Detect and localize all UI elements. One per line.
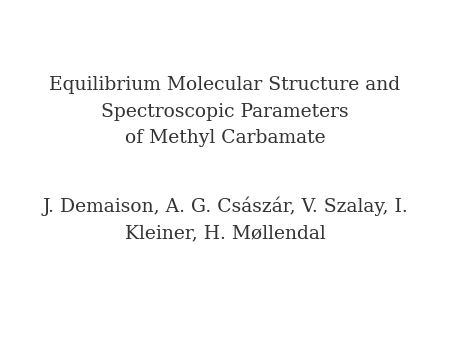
Text: J. Demaison, A. G. Császár, V. Szalay, I.
Kleiner, H. Møllendal: J. Demaison, A. G. Császár, V. Szalay, I… [42,197,408,243]
Text: Equilibrium Molecular Structure and
Spectroscopic Parameters
of Methyl Carbamate: Equilibrium Molecular Structure and Spec… [50,76,400,147]
